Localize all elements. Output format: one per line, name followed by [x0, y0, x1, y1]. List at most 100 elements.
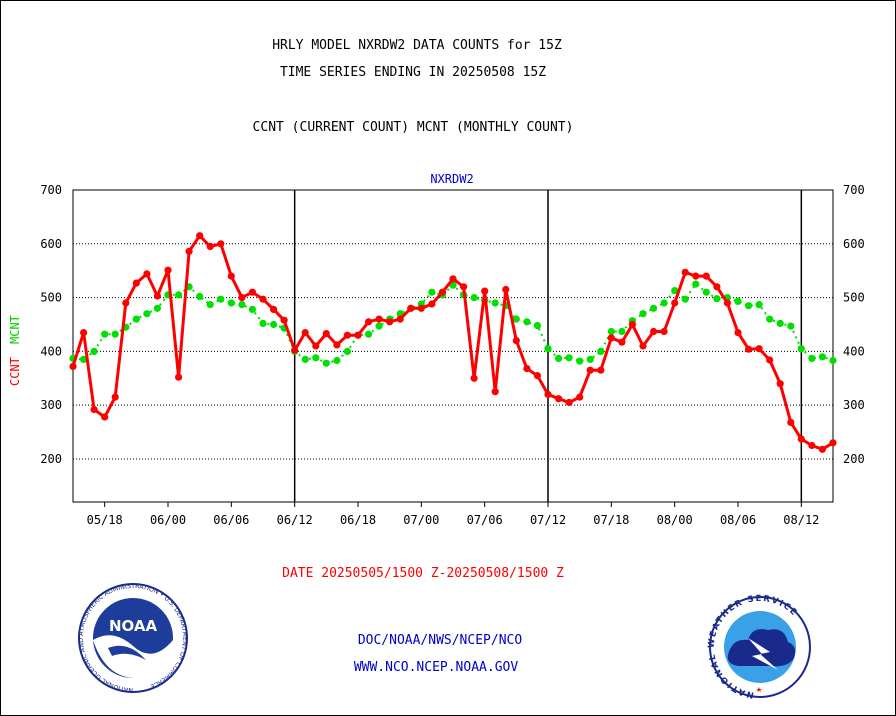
ccnt-point [248, 288, 256, 296]
ccnt-point [280, 316, 288, 324]
noaa-logo[interactable]: NOAA NATIONAL OCEANIC AND ATMOSPHERIC AD… [78, 583, 188, 693]
ccnt-point [544, 390, 552, 398]
y-tick-label-right: 300 [843, 398, 865, 412]
y-axis-label-mcnt: MCNT [8, 315, 22, 344]
ccnt-point [185, 247, 193, 255]
mcnt-point [491, 299, 499, 307]
x-tick-label: 08/00 [657, 513, 693, 527]
mcnt-point [206, 301, 214, 309]
mcnt-point [818, 353, 827, 361]
ccnt-point [227, 272, 235, 280]
mcnt-point [217, 295, 225, 303]
mcnt-point [618, 327, 626, 336]
ccnt-point [533, 372, 542, 380]
ccnt-point [702, 272, 710, 280]
ccnt-point [776, 380, 784, 388]
x-tick-label: 05/18 [87, 513, 123, 527]
ccnt-point [259, 295, 267, 303]
ccnt-point [322, 330, 330, 338]
ccnt-point [755, 345, 763, 353]
date-range: DATE 20250505/1500 Z-20250508/1500 Z [282, 566, 564, 581]
ccnt-point [270, 305, 278, 313]
mcnt-point [660, 299, 668, 307]
ccnt-point [660, 327, 668, 336]
y-axis-left: 200 300 400 500 600 700 [40, 183, 62, 466]
nws-logo[interactable]: NATIONAL WEATHER SERVICE [707, 594, 811, 700]
ccnt-point [90, 405, 98, 414]
ccnt-point [153, 292, 161, 300]
mcnt-point [639, 310, 647, 318]
mcnt-point [111, 330, 119, 338]
ccnt-point [829, 439, 837, 447]
mcnt-point [745, 302, 753, 310]
mcnt-point [607, 327, 615, 336]
ccnt-point [312, 342, 320, 350]
mcnt-point [544, 345, 552, 353]
y-tick-label-right: 600 [843, 237, 865, 251]
mcnt-point [681, 295, 689, 303]
mcnt-point [787, 322, 795, 330]
web-link[interactable]: WWW.NCO.NCEP.NOAA.GOV [353, 660, 519, 675]
ccnt-point [143, 270, 151, 278]
ccnt-point [628, 320, 637, 329]
mcnt-point [196, 292, 204, 301]
mcnt-point [470, 294, 478, 302]
mcnt-point [143, 310, 151, 318]
ccnt-point [818, 445, 827, 453]
ccnt-point [122, 299, 130, 307]
ccnt-point [766, 356, 774, 364]
mcnt-point [301, 355, 309, 363]
ccnt-point [650, 327, 658, 336]
ccnt-point [175, 373, 183, 381]
y-tick-label-left: 200 [40, 452, 62, 466]
mcnt-point [238, 301, 246, 309]
mcnt-point [576, 357, 584, 365]
y-tick-label-left: 600 [40, 237, 62, 251]
mcnt-point [270, 320, 278, 329]
mcnt-point [101, 330, 109, 338]
ccnt-point [470, 374, 478, 382]
mcnt-point [555, 354, 563, 362]
y-tick-label-left: 400 [40, 344, 62, 358]
y-tick-label-left: 300 [40, 398, 62, 412]
mcnt-point [650, 304, 658, 312]
ccnt-point [333, 341, 341, 349]
mcnt-point [333, 356, 341, 365]
mcnt-point [512, 315, 520, 323]
mcnt-point [808, 354, 816, 362]
ccnt-point [291, 346, 299, 354]
y-axis-right: 200 300 400 500 600 700 [843, 183, 865, 466]
noaa-logo-wordmark: NOAA [109, 617, 158, 635]
ccnt-point [734, 329, 742, 337]
ccnt-point [639, 342, 647, 350]
ccnt-point [196, 232, 204, 240]
ccnt-point [597, 366, 605, 374]
x-tick-label: 07/00 [403, 513, 439, 527]
x-tick-label: 07/06 [467, 513, 503, 527]
mcnt-point [565, 354, 573, 362]
ccnt-point [692, 272, 700, 280]
mcnt-point [776, 319, 784, 327]
ccnt-point [555, 395, 563, 403]
ccnt-point [713, 283, 721, 291]
mcnt-point [586, 355, 594, 363]
ccnt-point [101, 413, 109, 421]
x-tick-label: 06/00 [150, 513, 186, 527]
mcnt-point [692, 280, 700, 288]
ccnt-point [80, 329, 88, 337]
ccnt-point [396, 315, 404, 323]
ccnt-point [586, 366, 594, 374]
mcnt-point [90, 347, 98, 355]
series-layer [69, 232, 837, 453]
mcnt-point [671, 287, 679, 295]
mcnt-point [702, 288, 710, 296]
ccnt-point [787, 418, 795, 426]
x-tick-label: 08/06 [720, 513, 756, 527]
mcnt-point [343, 347, 351, 355]
mcnt-point [797, 345, 805, 353]
ccnt-point [460, 283, 468, 291]
mcnt-point [80, 355, 88, 363]
ccnt-point [301, 329, 309, 337]
ccnt-point [164, 266, 172, 274]
org-line: DOC/NOAA/NWS/NCEP/NCO [357, 633, 523, 648]
